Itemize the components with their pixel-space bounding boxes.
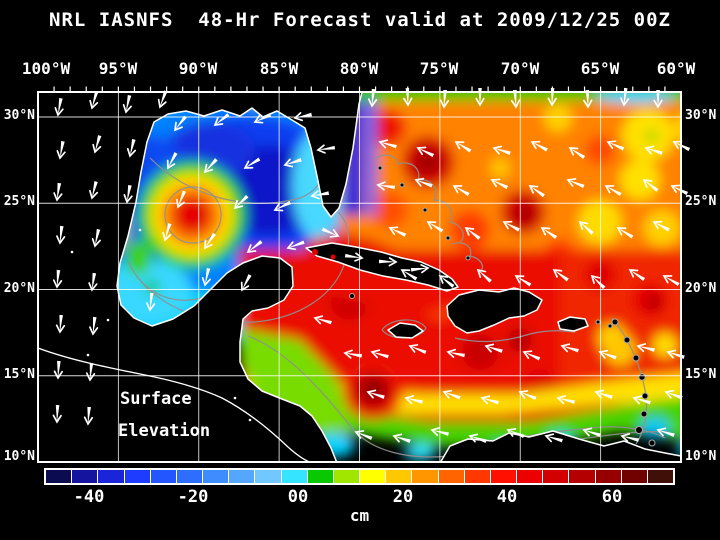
lon-label-70w: 70°W <box>500 59 540 78</box>
land-specks <box>70 228 252 422</box>
colorbar-cell <box>569 470 595 483</box>
colorbar-cell <box>124 470 150 483</box>
cuba-land <box>305 242 459 292</box>
lon-label-85w: 85°W <box>259 59 299 78</box>
lat-label-left-10n: 10°N <box>3 449 35 464</box>
field-label-line2: Elevation <box>118 421 211 441</box>
plot-title: NRL IASNFS 48-Hr Forecast valid at 2009/… <box>49 9 671 31</box>
lon-label-60w: 60°W <box>656 59 696 78</box>
colorbar-unit: cm <box>349 506 370 525</box>
lon-label-75w: 75°W <box>419 59 459 78</box>
colorbar-cell <box>229 470 255 483</box>
colorbar-cell <box>98 470 124 483</box>
colorbar-cell <box>360 470 386 483</box>
colorbar-tick-60: 60 <box>601 487 623 507</box>
jamaica-land <box>387 322 424 339</box>
pacific-coastline <box>38 347 313 463</box>
lon-label-100w: 100°W <box>21 59 71 78</box>
south-america-land <box>439 430 681 463</box>
colorbar-cell <box>46 470 72 483</box>
colorbar-cell <box>255 470 281 483</box>
hispaniola-land <box>446 287 543 334</box>
lon-label-95w: 95°W <box>98 59 138 78</box>
colorbar-tick-00: 00 <box>287 487 309 507</box>
puerto-rico-land <box>557 316 589 332</box>
colorbar-cell <box>464 470 490 483</box>
ssh-field <box>38 92 681 463</box>
colorbar-cell <box>647 470 674 483</box>
colorbar-cell <box>203 470 229 483</box>
colorbar-tick--20: -20 <box>177 487 209 507</box>
colorbar-tick--40: -40 <box>73 487 105 507</box>
colorbar <box>44 468 675 485</box>
lat-label-right-10n: 10°N <box>685 449 717 464</box>
lon-label-80w: 80°W <box>339 59 379 78</box>
colorbar-cell <box>543 470 569 483</box>
field-label-line1: Surface <box>120 389 192 409</box>
lat-label-right-30n: 30°N <box>685 108 717 123</box>
landmasses <box>38 92 681 463</box>
lat-label-right-25n: 25°N <box>685 194 717 209</box>
colorbar-cell <box>333 470 360 483</box>
lat-label-left-25n: 25°N <box>3 194 35 209</box>
lon-label-65w: 65°W <box>580 59 620 78</box>
graticule-grid <box>38 92 681 462</box>
colorbar-cell <box>595 470 621 483</box>
lat-label-right-15n: 15°N <box>685 367 717 382</box>
axis-ticks <box>53 86 666 92</box>
colorbar-cell <box>72 470 98 483</box>
colorbar-cell <box>281 470 307 483</box>
lat-label-left-15n: 15°N <box>3 367 35 382</box>
colorbar-cell <box>176 470 203 483</box>
lon-label-90w: 90°W <box>178 59 218 78</box>
colorbar-tick-20: 20 <box>392 487 414 507</box>
colorbar-tick-40: 40 <box>496 487 518 507</box>
colorbar-cell <box>517 470 543 483</box>
colorbar-cell <box>412 470 438 483</box>
colorbar-cell <box>386 470 412 483</box>
lat-label-right-20n: 20°N <box>685 281 717 296</box>
lat-label-left-20n: 20°N <box>3 281 35 296</box>
colorbar-cell <box>621 470 647 483</box>
colorbar-cell <box>490 470 517 483</box>
lat-label-left-30n: 30°N <box>3 108 35 123</box>
colorbar-cell <box>150 470 176 483</box>
colorbar-cell <box>438 470 464 483</box>
colorbar-cell <box>307 470 333 483</box>
